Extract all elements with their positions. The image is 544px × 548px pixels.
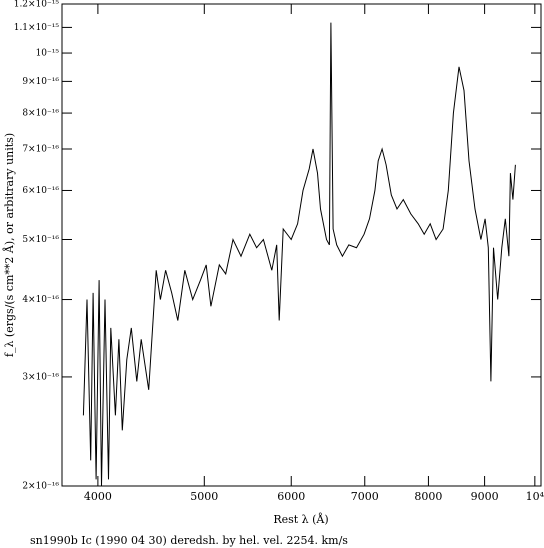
y-tick-label: 3×10⁻¹⁶: [22, 372, 59, 382]
x-tick-label: 7000: [351, 490, 379, 503]
y-tick-label: 1.1×10⁻¹⁵: [14, 23, 60, 33]
y-tick-label: 2×10⁻¹⁶: [22, 482, 59, 492]
y-tick-label: 7×10⁻¹⁶: [22, 144, 59, 154]
x-tick-label: 9000: [471, 490, 499, 503]
y-tick-label: 9×10⁻¹⁶: [22, 77, 59, 87]
plot-frame: [61, 3, 542, 487]
y-tick-label: 4×10⁻¹⁶: [22, 295, 59, 305]
x-axis-label: Rest λ (Å): [273, 512, 328, 526]
x-tick-label: 5000: [190, 490, 218, 503]
x-tick-label: 4000: [84, 490, 112, 503]
y-tick-label: 5×10⁻¹⁶: [22, 235, 59, 245]
y-tick-label: 10⁻¹⁵: [36, 49, 60, 59]
y-axis-label: f_λ (ergs/(s cm**2 Å), or arbitrary unit…: [2, 133, 16, 357]
spectrum-line: [82, 22, 516, 487]
x-tick-label: 10⁴: [526, 490, 544, 503]
x-tick-label: 6000: [277, 490, 305, 503]
x-tick-label: 8000: [414, 490, 442, 503]
caption: sn1990b Ic (1990 04 30) deredsh. by hel.…: [30, 534, 348, 547]
y-tick-label: 8×10⁻¹⁶: [22, 109, 59, 119]
y-tick-label: 1.2×10⁻¹⁵: [14, 0, 60, 10]
y-tick-label: 6×10⁻¹⁶: [22, 186, 59, 196]
